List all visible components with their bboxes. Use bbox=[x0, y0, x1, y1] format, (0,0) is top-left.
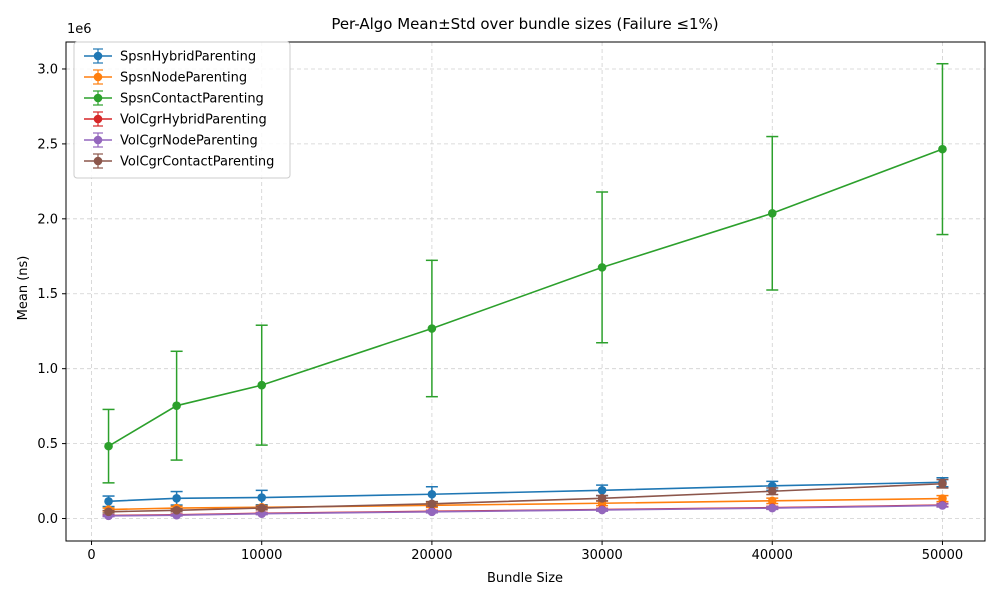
legend-entry: SpsnContactParenting bbox=[84, 90, 264, 107]
data-point bbox=[938, 494, 947, 503]
data-point bbox=[427, 499, 437, 509]
y-tick-label: 2.0 bbox=[37, 212, 58, 227]
legend-entry: VolCgrContactParenting bbox=[84, 153, 274, 170]
data-point bbox=[104, 507, 113, 517]
legend-label: SpsnContactParenting bbox=[120, 92, 264, 107]
x-tick-label: 40000 bbox=[752, 548, 793, 563]
legend-box bbox=[73, 41, 291, 179]
y-tick-label: 3.0 bbox=[37, 62, 58, 77]
data-point bbox=[767, 208, 777, 218]
data-point bbox=[597, 486, 607, 495]
legend-entry: SpsnNodeParenting bbox=[84, 69, 247, 86]
data-point bbox=[767, 496, 777, 506]
y-tick-label: 1.0 bbox=[37, 362, 58, 377]
legend-marker bbox=[93, 51, 103, 61]
legend-entry: SpsnHybridParenting bbox=[84, 48, 256, 65]
data-point bbox=[597, 505, 607, 515]
data-point bbox=[938, 144, 947, 154]
data-point bbox=[427, 324, 437, 333]
data-point bbox=[938, 501, 947, 510]
data-point bbox=[104, 496, 113, 506]
legend-label: SpsnNodeParenting bbox=[120, 71, 247, 86]
legend-entry: VolCgrHybridParenting bbox=[84, 111, 267, 128]
legend-marker bbox=[93, 93, 103, 103]
series-layer bbox=[102, 62, 949, 521]
data-point bbox=[427, 507, 437, 517]
plot-frame bbox=[65, 41, 986, 542]
x-tick-label: 20000 bbox=[411, 548, 452, 563]
data-point bbox=[767, 503, 777, 513]
grid bbox=[66, 42, 985, 541]
chart-title: Per-Algo Mean±Std over bundle sizes (Fai… bbox=[331, 15, 718, 33]
y-tick-label: 2.5 bbox=[37, 137, 58, 152]
legend: SpsnHybridParenting SpsnNodeParenting Spsn… bbox=[73, 41, 291, 179]
data-point bbox=[172, 493, 181, 503]
legend-marker bbox=[93, 72, 103, 82]
data-point bbox=[767, 486, 777, 496]
data-point bbox=[938, 479, 947, 489]
legend-marker bbox=[93, 135, 103, 145]
x-axis-label: Bundle Size bbox=[487, 571, 563, 586]
legend-label: VolCgrContactParenting bbox=[120, 155, 274, 170]
x-tick-label: 0 bbox=[87, 548, 95, 563]
x-tick-label: 30000 bbox=[581, 548, 622, 563]
data-point bbox=[427, 489, 437, 499]
data-point bbox=[172, 401, 181, 410]
x-tick-label: 10000 bbox=[241, 548, 282, 563]
y-tick-label: 0.5 bbox=[37, 437, 58, 452]
legend-marker bbox=[93, 114, 103, 124]
legend-label: VolCgrNodeParenting bbox=[120, 134, 258, 149]
data-point bbox=[597, 493, 607, 503]
data-point bbox=[172, 505, 181, 515]
data-point bbox=[257, 380, 267, 390]
series-VolCgrContactParenting bbox=[102, 478, 949, 517]
data-point bbox=[597, 263, 607, 272]
legend-marker bbox=[93, 156, 103, 166]
y-offset-label: 1e6 bbox=[67, 22, 92, 37]
y-axis-label: Mean (ns) bbox=[16, 256, 31, 321]
data-point bbox=[257, 493, 267, 502]
legend-entry: VolCgrNodeParenting bbox=[84, 132, 258, 149]
ticks: 0 10000 20000 30000 40000 50000 0.0 0.5 1.0 1.5 2.… bbox=[37, 62, 963, 563]
series-VolCgrNodeParenting bbox=[102, 501, 949, 521]
data-point bbox=[104, 441, 113, 451]
y-tick-label: 1.5 bbox=[37, 287, 58, 302]
legend-label: VolCgrHybridParenting bbox=[120, 113, 267, 128]
x-tick-label: 50000 bbox=[922, 548, 963, 563]
data-point bbox=[257, 503, 267, 513]
y-tick-label: 0.0 bbox=[37, 512, 58, 527]
legend-label: SpsnHybridParenting bbox=[120, 50, 256, 65]
series-SpsnContactParenting bbox=[102, 62, 949, 484]
